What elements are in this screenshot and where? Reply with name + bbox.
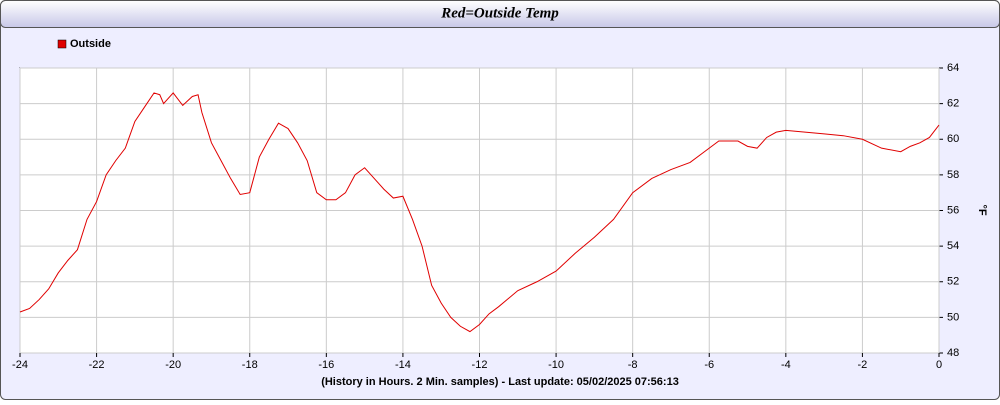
y-tick-label: 48 [947, 347, 959, 359]
x-tick-label: 0 [936, 359, 942, 371]
data-line [19, 92, 940, 333]
x-tick-label: -24 [12, 359, 28, 371]
y-tick-label: 58 [947, 169, 959, 181]
chart-title: Red=Outside Temp [440, 5, 559, 21]
x-tick-label: -20 [165, 359, 181, 371]
legend-swatch [57, 39, 67, 49]
y-axis-label: °F [976, 204, 988, 215]
x-tick-label: -18 [242, 359, 258, 371]
y-tick-label: 56 [947, 204, 959, 216]
x-tick-label: -6 [704, 359, 714, 371]
x-tick-label: -2 [858, 359, 868, 371]
x-axis-label: (History in Hours. 2 Min. samples) - Las… [321, 376, 679, 388]
y-tick-label: 54 [947, 240, 959, 252]
y-tick-label: 62 [947, 98, 959, 110]
y-tick-label: 52 [947, 276, 959, 288]
x-tick-label: -8 [628, 359, 638, 371]
y-tick-label: 50 [947, 311, 959, 323]
legend-label: Outside [70, 38, 111, 50]
y-tick-label: 64 [947, 62, 959, 74]
x-tick-label: -22 [89, 359, 105, 371]
y-tick-label: 60 [947, 133, 959, 145]
x-tick-label: -12 [472, 359, 488, 371]
x-tick-label: -16 [318, 359, 334, 371]
x-tick-label: -10 [548, 359, 564, 371]
x-tick-label: -14 [395, 359, 411, 371]
x-tick-label: -4 [781, 359, 791, 371]
